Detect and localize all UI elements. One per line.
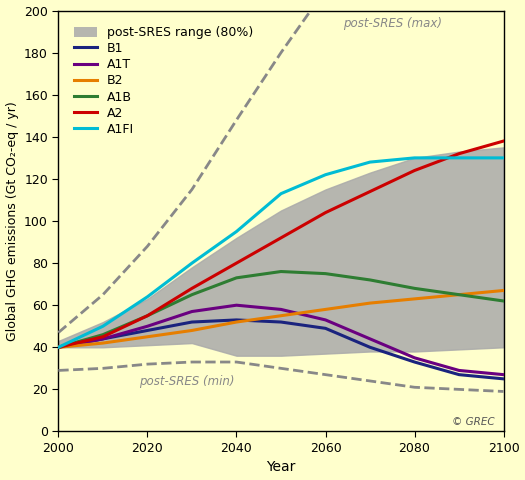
Text: post-SRES (max): post-SRES (max) xyxy=(343,17,442,30)
Y-axis label: Global GHG emissions (Gt CO₂-eq / yr): Global GHG emissions (Gt CO₂-eq / yr) xyxy=(6,101,18,341)
X-axis label: Year: Year xyxy=(266,460,296,474)
Legend: post-SRES range (80%), B1, A1T, B2, A1B, A2, A1FI: post-SRES range (80%), B1, A1T, B2, A1B,… xyxy=(69,21,258,141)
Text: post-SRES (min): post-SRES (min) xyxy=(139,375,234,388)
Text: © GREC: © GREC xyxy=(452,417,495,427)
